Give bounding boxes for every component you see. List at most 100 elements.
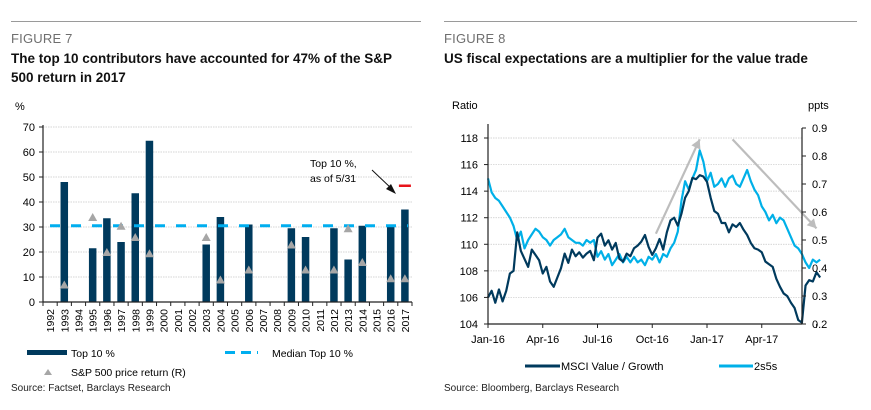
figure7-title-line2: 500 return in 2017 — [11, 70, 126, 85]
x-tick-label: 2014 — [357, 309, 369, 333]
sp500-return-marker — [301, 265, 311, 274]
annotation-text-line2: as of 5/31 — [310, 173, 356, 185]
sp500-return-marker — [400, 274, 410, 283]
legend-label-median: Median Top 10 % — [272, 348, 353, 360]
bar — [88, 248, 97, 302]
figure7-title-line1: The top 10 contributors have accounted f… — [11, 51, 393, 66]
y-tick-label: 30 — [23, 222, 35, 234]
figure8-source: Source: Bloomberg, Barclays Research — [444, 383, 620, 394]
legend-swatch-sp500-triangle-icon — [44, 369, 52, 375]
figure7-source: Source: Factset, Barclays Research — [11, 383, 171, 394]
figure8-label: FIGURE 8 — [444, 31, 506, 46]
legend-label-top10: Top 10 % — [71, 348, 115, 360]
x-tick-label: 2001 — [173, 309, 185, 333]
x-tick-label: 2010 — [301, 309, 313, 333]
figure7-title: The top 10 contributors have accounted f… — [11, 49, 431, 87]
bar — [60, 182, 69, 302]
sp500-return-marker — [357, 258, 367, 266]
y-tick-label: 20 — [23, 247, 35, 259]
x-tick-label: Jul-16 — [583, 334, 613, 346]
y-tick-label: 0 — [29, 297, 35, 309]
bar — [287, 228, 296, 302]
x-tick-label: 2003 — [201, 309, 213, 333]
chart1-ylabel: % — [15, 101, 25, 113]
trend-arrowhead-icon — [691, 139, 701, 150]
annotation-text-line1: Top 10 %, — [310, 158, 357, 170]
y2-tick-label: 0.8 — [812, 151, 827, 163]
sp500-return-marker — [102, 248, 112, 256]
x-tick-label: 1992 — [45, 309, 57, 333]
trend-arrowhead-icon — [806, 218, 817, 229]
x-tick-label: 1995 — [88, 309, 100, 333]
x-tick-label: 2017 — [400, 309, 412, 333]
bar — [330, 228, 338, 302]
bar — [131, 193, 139, 302]
x-tick-label: Apr-16 — [526, 334, 559, 346]
y-tick-label: 116 — [460, 160, 478, 172]
y2-tick-label: 0.7 — [812, 179, 827, 191]
bar — [216, 217, 225, 302]
x-tick-label: 2009 — [286, 309, 298, 333]
bar — [117, 242, 125, 302]
chart1-y-ticks: 0 10 20 30 40 50 60 70 — [23, 122, 43, 309]
sp500-return-marker — [144, 249, 154, 258]
x-tick-label: 1993 — [59, 309, 71, 333]
sp500-return-marker — [386, 274, 396, 283]
sp500-return-marker — [59, 280, 69, 289]
y2-tick-label: 0.9 — [812, 123, 827, 135]
y-tick-label: 110 — [460, 239, 478, 251]
chart1-annotation: Top 10 %, as of 5/31 — [310, 158, 411, 194]
chart1-x-ticks: 1992 1993 1994 1995 1996 1997 1998 1999 2000 2001… — [42, 302, 413, 333]
bar — [386, 225, 395, 302]
sp500-return-marker — [88, 213, 98, 221]
y2-tick-label: 0.5 — [812, 235, 827, 247]
chart2-axes — [487, 124, 803, 325]
y2-tick-label: 0.4 — [812, 263, 827, 275]
x-tick-label: Oct-16 — [636, 334, 669, 346]
sp500-return-marker — [286, 240, 296, 249]
chart2-series-lines — [486, 149, 822, 324]
y-tick-label: 10 — [23, 272, 35, 284]
y2-tick-label: 0.3 — [812, 291, 827, 303]
y-tick-label: 114 — [460, 186, 478, 198]
x-tick-label: 2015 — [372, 309, 384, 333]
x-tick-label: 2002 — [187, 309, 199, 333]
bar — [202, 244, 210, 302]
bar — [344, 259, 352, 302]
x-tick-label: 2011 — [315, 309, 327, 332]
x-tick-label: 2007 — [258, 309, 270, 333]
annotation-arrowhead-icon — [386, 184, 396, 194]
y-tick-label: 50 — [23, 172, 35, 184]
sp500-return-marker — [130, 233, 140, 241]
sp500-return-marker — [201, 233, 211, 241]
bar — [103, 218, 111, 302]
y2-tick-label: 0.6 — [812, 207, 827, 219]
y-tick-label: 106 — [460, 292, 478, 304]
x-tick-label: 1997 — [116, 309, 128, 333]
y-tick-label: 112 — [460, 213, 478, 225]
x-tick-label: 2012 — [329, 309, 341, 333]
chart1-legend: Top 10 % Median Top 10 % S&P 500 price r… — [27, 348, 353, 379]
legend-label-2s5s: 2s5s — [754, 361, 778, 373]
x-tick-label: 1996 — [102, 309, 114, 333]
x-tick-label: 2006 — [244, 309, 256, 333]
y-tick-label: 104 — [460, 319, 478, 331]
figure8-top-rule — [444, 21, 857, 22]
sp500-return-marker — [215, 275, 225, 284]
y-tick-label: 118 — [460, 133, 478, 145]
x-tick-label: 1999 — [144, 309, 156, 333]
chart2-y-ticks: 104 106 108 110 112 114 116 118 — [460, 133, 488, 331]
y2-tick-label: 0.2 — [812, 319, 827, 331]
y-tick-label: 40 — [23, 197, 35, 209]
x-tick-label: 1994 — [73, 309, 85, 333]
y-tick-label: 70 — [23, 122, 35, 134]
sp500-return-marker — [329, 265, 339, 274]
chart2-ylabel-left: Ratio — [452, 100, 478, 112]
trend-arrow-line — [654, 138, 701, 235]
chart2-x-ticks: Jan-16 Apr-16 Jul-16 Oct-16 Jan-17 Apr-17 — [471, 324, 817, 346]
x-tick-label: Jan-17 — [690, 334, 724, 346]
figure7-top-rule — [11, 21, 421, 22]
bar — [145, 140, 154, 302]
